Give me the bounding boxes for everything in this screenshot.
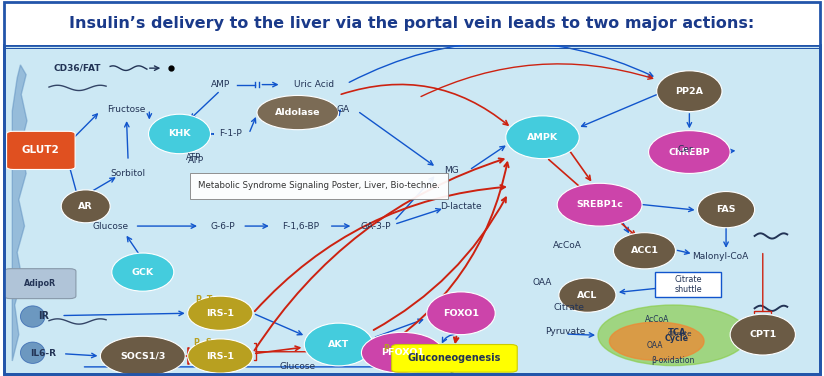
Text: Cer: Cer — [677, 145, 693, 154]
FancyBboxPatch shape — [190, 173, 448, 199]
Text: OAA: OAA — [533, 278, 552, 287]
Text: KHK: KHK — [168, 129, 191, 138]
Ellipse shape — [61, 190, 110, 223]
Text: Pyruvate: Pyruvate — [545, 327, 586, 336]
Ellipse shape — [257, 96, 339, 130]
Polygon shape — [12, 65, 27, 361]
Text: G-6-P: G-6-P — [210, 221, 235, 230]
Text: Citrate: Citrate — [553, 303, 584, 312]
Text: ACL: ACL — [577, 291, 597, 300]
Ellipse shape — [112, 253, 174, 291]
Text: Cycle: Cycle — [665, 334, 689, 343]
Text: Metabolic Syndrome Signaling Poster, Liver, Bio-techne.: Metabolic Syndrome Signaling Poster, Liv… — [198, 182, 440, 190]
Text: AcCoA: AcCoA — [553, 241, 582, 250]
Text: SOCS1/3: SOCS1/3 — [120, 352, 166, 361]
Text: Aldolase: Aldolase — [275, 108, 321, 117]
FancyArrowPatch shape — [373, 197, 506, 330]
Text: AcCoA: AcCoA — [644, 315, 669, 324]
Text: GA-3-P: GA-3-P — [360, 221, 391, 230]
Text: Insulin’s delivery to the liver via the portal vein leads to two major actions:: Insulin’s delivery to the liver via the … — [69, 16, 755, 31]
Text: P -Ser: P -Ser — [194, 338, 222, 347]
Text: Citrate: Citrate — [667, 331, 692, 337]
Text: Fructose: Fructose — [107, 105, 146, 114]
FancyArrowPatch shape — [255, 158, 503, 350]
Ellipse shape — [427, 292, 495, 335]
Text: GA: GA — [336, 105, 349, 114]
Text: ChREBP: ChREBP — [668, 147, 710, 156]
Ellipse shape — [362, 332, 443, 373]
Ellipse shape — [557, 183, 642, 226]
Text: F-1-P: F-1-P — [219, 129, 242, 138]
Ellipse shape — [304, 323, 372, 366]
Ellipse shape — [188, 339, 253, 373]
Ellipse shape — [148, 114, 210, 154]
Text: ATP: ATP — [185, 153, 201, 162]
Text: D-lactate: D-lactate — [440, 202, 482, 211]
Text: OAA: OAA — [647, 341, 663, 350]
Ellipse shape — [21, 306, 44, 327]
Circle shape — [610, 322, 704, 360]
Text: AdipoR: AdipoR — [24, 279, 56, 288]
Text: Gluconeogenesis: Gluconeogenesis — [408, 353, 501, 363]
Text: GLUT2: GLUT2 — [22, 146, 59, 155]
Ellipse shape — [188, 296, 253, 331]
FancyArrowPatch shape — [255, 185, 505, 311]
Text: P: P — [383, 344, 389, 353]
Text: F-1,6-BP: F-1,6-BP — [282, 221, 319, 230]
Ellipse shape — [559, 278, 616, 312]
Text: GCK: GCK — [132, 268, 154, 277]
Text: Glucose: Glucose — [279, 362, 316, 371]
FancyBboxPatch shape — [7, 131, 75, 170]
Text: ACC1: ACC1 — [630, 246, 658, 255]
FancyArrowPatch shape — [442, 334, 456, 342]
FancyArrowPatch shape — [421, 64, 653, 97]
Text: MG: MG — [444, 166, 458, 175]
FancyArrowPatch shape — [341, 85, 508, 125]
Text: AR: AR — [78, 202, 93, 211]
Text: PFOXO1: PFOXO1 — [381, 348, 424, 357]
Circle shape — [598, 305, 748, 365]
Text: FAS: FAS — [716, 205, 736, 214]
Ellipse shape — [21, 271, 44, 293]
Ellipse shape — [697, 191, 755, 228]
Text: TCA: TCA — [668, 327, 686, 337]
Text: FOXO1: FOXO1 — [443, 309, 479, 318]
Text: CPT1: CPT1 — [749, 330, 776, 339]
Text: IL6-R: IL6-R — [30, 349, 56, 358]
Text: ATP: ATP — [188, 156, 204, 165]
Ellipse shape — [614, 233, 676, 269]
Text: SREBP1c: SREBP1c — [576, 200, 623, 209]
Text: Citrate
shuttle: Citrate shuttle — [675, 275, 702, 294]
Text: PP2A: PP2A — [676, 87, 704, 96]
FancyBboxPatch shape — [655, 272, 721, 297]
Text: AKT: AKT — [328, 340, 349, 349]
Ellipse shape — [730, 314, 795, 355]
Text: AMPK: AMPK — [527, 133, 558, 142]
Text: IR: IR — [38, 311, 49, 321]
Text: Glucose: Glucose — [92, 221, 129, 230]
FancyArrowPatch shape — [349, 42, 653, 82]
Text: Sorbitol: Sorbitol — [110, 169, 146, 178]
Text: P -Tyr: P -Tyr — [196, 295, 220, 303]
Text: CD36/FAT: CD36/FAT — [54, 64, 101, 73]
Ellipse shape — [21, 342, 44, 364]
Text: IRS-1: IRS-1 — [206, 352, 234, 361]
Text: Uric Acid: Uric Acid — [294, 80, 335, 89]
Text: IRS-1: IRS-1 — [206, 309, 234, 318]
Ellipse shape — [657, 71, 722, 112]
Text: β-oxidation: β-oxidation — [651, 356, 695, 365]
Text: AMP: AMP — [211, 80, 230, 89]
Ellipse shape — [648, 131, 730, 173]
Ellipse shape — [506, 116, 579, 159]
Ellipse shape — [101, 336, 185, 376]
FancyBboxPatch shape — [4, 269, 76, 299]
FancyBboxPatch shape — [391, 344, 517, 372]
FancyArrowPatch shape — [373, 162, 508, 355]
Text: Malonyl-CoA: Malonyl-CoA — [692, 252, 748, 261]
